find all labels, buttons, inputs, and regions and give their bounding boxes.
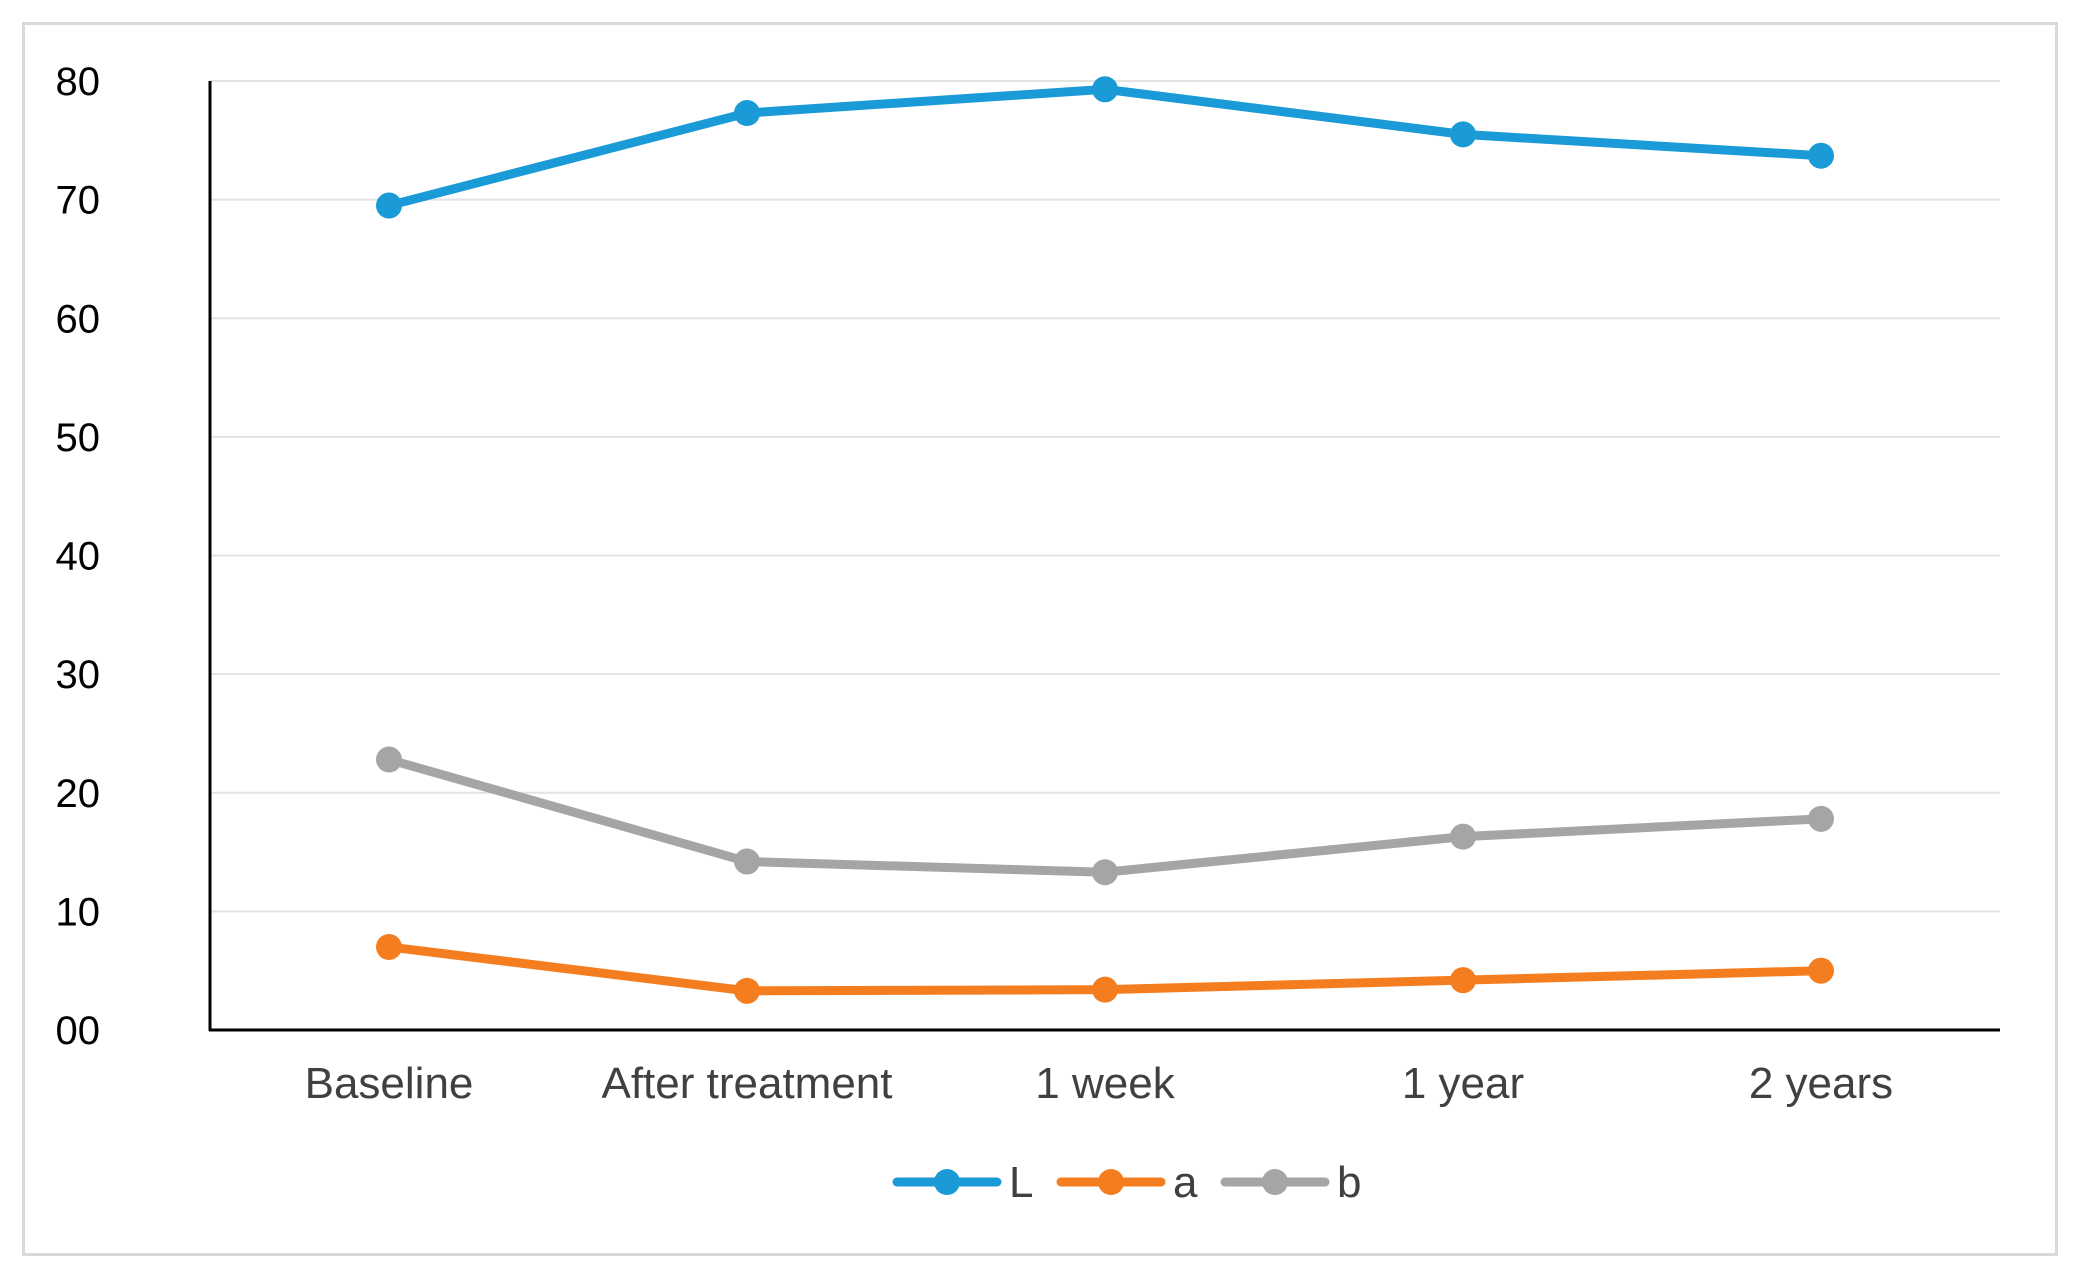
data-point [1092, 859, 1118, 886]
chart-frame [22, 22, 2058, 1256]
data-point [1450, 967, 1476, 994]
y-tick-label: 00 [56, 1009, 101, 1053]
x-category-label: 2 years [1749, 1059, 1893, 1108]
series-group [376, 76, 1834, 1004]
y-tick-label: 80 [56, 60, 101, 104]
y-tick-label: 40 [56, 535, 101, 579]
x-category-label: After treatment [601, 1059, 892, 1108]
data-point [1092, 976, 1118, 1003]
data-point [734, 848, 760, 875]
data-point [376, 746, 402, 773]
legend-label: a [1173, 1158, 1198, 1207]
x-category-label: Baseline [305, 1059, 474, 1108]
legend-label: L [1009, 1158, 1033, 1207]
y-tick-label: 60 [56, 297, 101, 341]
data-point [1092, 76, 1118, 103]
data-point [1808, 805, 1834, 832]
series-a [376, 933, 1834, 1004]
series-line [384, 755, 1826, 877]
data-point [1808, 957, 1834, 984]
series-L [376, 76, 1834, 219]
y-tick-label: 10 [56, 890, 101, 934]
y-axis-ticks: 00 10 20 30 40 50 60 70 80 [56, 60, 101, 1053]
data-point [376, 192, 402, 219]
legend-item-L: L [892, 1158, 1033, 1207]
legend-swatch-marker [1262, 1169, 1288, 1195]
legend-label: b [1337, 1158, 1361, 1207]
data-point [734, 100, 760, 127]
y-tick-label: 20 [56, 772, 101, 816]
legend-item-a: a [1056, 1158, 1198, 1207]
data-point [1450, 823, 1476, 850]
x-category-label: 1 year [1402, 1059, 1524, 1108]
series-b [376, 746, 1834, 886]
series-line [384, 84, 1826, 211]
data-point [376, 933, 402, 960]
x-category-label: 1 week [1035, 1059, 1175, 1108]
y-tick-label: 50 [56, 416, 101, 460]
x-axis-categories: Baseline After treatment 1 week 1 year 2 yea… [305, 1059, 1894, 1108]
legend-item-b: b [1220, 1158, 1361, 1207]
legend-swatch-marker [1098, 1169, 1124, 1195]
y-tick-label: 70 [56, 179, 101, 223]
legend-swatch-marker [934, 1169, 960, 1195]
data-point [1808, 142, 1834, 169]
y-tick-label: 30 [56, 653, 101, 697]
axes [208, 81, 2000, 1032]
data-point [1450, 121, 1476, 148]
data-point [734, 977, 760, 1004]
